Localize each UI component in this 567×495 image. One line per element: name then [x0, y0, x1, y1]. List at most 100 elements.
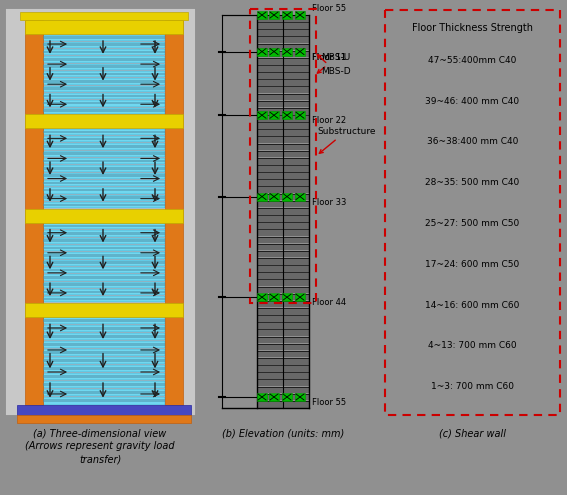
Text: (a) Three-dimensional view: (a) Three-dimensional view [33, 428, 167, 438]
Bar [43, 223, 165, 230]
Bar [43, 276, 165, 279]
Bar [284, 58, 308, 64]
Bar [284, 123, 308, 129]
Bar [282, 293, 292, 301]
Bar [284, 101, 308, 107]
Bar [284, 208, 308, 214]
Bar [17, 405, 191, 415]
Bar [257, 316, 282, 322]
Bar [257, 358, 282, 365]
Bar [250, 9, 316, 303]
Bar [282, 11, 292, 19]
Bar [43, 245, 165, 251]
Bar [25, 20, 183, 34]
Bar [43, 64, 165, 70]
Text: 25~27: 500 mm C50: 25~27: 500 mm C50 [425, 219, 519, 228]
Bar [284, 201, 308, 207]
Bar [43, 384, 165, 386]
Bar [257, 144, 282, 150]
Bar [43, 93, 165, 99]
Bar [257, 115, 282, 122]
Bar [43, 36, 165, 39]
Bar [43, 109, 165, 112]
Bar [43, 73, 165, 75]
Bar [284, 373, 308, 379]
Text: Floor 33: Floor 33 [312, 198, 346, 206]
Bar [295, 111, 305, 119]
Bar [257, 401, 282, 407]
Bar [257, 137, 282, 143]
Bar [257, 287, 282, 293]
Bar [284, 387, 308, 393]
Bar [25, 20, 43, 405]
Bar [43, 129, 165, 135]
Bar [257, 30, 282, 36]
Bar [284, 301, 308, 307]
Bar [43, 296, 165, 302]
Text: Floor 55: Floor 55 [312, 398, 346, 407]
Bar [284, 115, 308, 122]
Bar [257, 351, 282, 357]
Bar [43, 182, 165, 184]
Bar [295, 293, 305, 301]
Bar [43, 167, 165, 170]
Bar [284, 266, 308, 272]
Bar [43, 107, 165, 114]
Bar [282, 111, 292, 119]
Bar [43, 317, 165, 325]
Bar [43, 180, 165, 186]
Bar [284, 44, 308, 50]
Bar [43, 349, 165, 356]
Bar [284, 37, 308, 43]
Bar [284, 237, 308, 243]
Bar [5, 8, 195, 415]
Bar [284, 108, 308, 114]
Bar [43, 326, 165, 333]
Bar [43, 49, 165, 55]
Bar [43, 131, 165, 133]
Bar [257, 301, 282, 307]
Bar [295, 11, 305, 19]
Bar [269, 193, 279, 200]
Bar [257, 337, 282, 343]
Bar [284, 230, 308, 236]
Bar [284, 87, 308, 93]
Bar [43, 95, 165, 97]
Bar [257, 44, 282, 50]
Bar [295, 48, 305, 55]
Bar [43, 174, 165, 177]
Text: 47~55:400mm C40: 47~55:400mm C40 [428, 56, 517, 65]
Bar [43, 359, 165, 362]
Bar [284, 323, 308, 329]
Bar [284, 180, 308, 186]
Bar [284, 330, 308, 336]
Bar [257, 111, 267, 119]
Bar [257, 201, 282, 207]
Bar [284, 137, 308, 143]
Bar [257, 258, 282, 265]
Bar [284, 273, 308, 279]
Text: 39~46: 400 mm C40: 39~46: 400 mm C40 [425, 97, 519, 105]
Bar [43, 44, 165, 46]
Bar [43, 56, 165, 63]
Bar [25, 114, 183, 128]
Bar [43, 203, 165, 206]
Bar [43, 238, 165, 244]
Bar [43, 334, 165, 341]
Bar [257, 266, 282, 272]
Bar [282, 193, 292, 200]
Bar [284, 158, 308, 164]
Text: MBS-D: MBS-D [317, 54, 350, 76]
Bar [257, 280, 282, 286]
Bar [257, 180, 282, 186]
Bar [257, 73, 282, 79]
Bar [43, 87, 165, 90]
Bar [284, 401, 308, 407]
Bar [257, 208, 282, 214]
Bar [284, 23, 308, 29]
Bar [269, 111, 279, 119]
Bar [257, 87, 282, 93]
Bar [257, 193, 267, 200]
Bar [43, 397, 165, 404]
Bar [284, 80, 308, 86]
